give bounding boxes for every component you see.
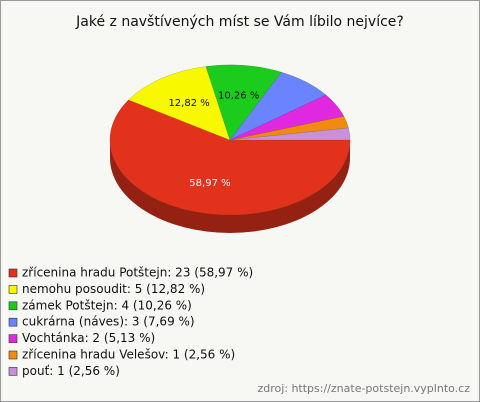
- legend-swatch: [8, 367, 18, 376]
- slice-label: 10,26 %: [218, 90, 259, 101]
- legend-label: zámek Potštejn: 4 (10,26 %): [22, 298, 192, 312]
- legend-swatch: [8, 350, 18, 360]
- slice: [229, 127, 351, 141]
- slice-side: [110, 140, 350, 233]
- legend-swatch: [8, 285, 18, 294]
- legend-label: cukrárna (náves): 3 (7,69 %): [22, 315, 195, 329]
- legend-swatch: [8, 317, 18, 327]
- legend-label: nemohu posoudit: 5 (12,82 %): [22, 282, 205, 296]
- slice: [205, 64, 282, 141]
- legend-swatch: [8, 334, 18, 343]
- legend-label: zřícenina hradu Potštejn: 23 (58,97 %): [22, 266, 253, 280]
- slice-label: 12,82 %: [168, 98, 209, 109]
- slice: [109, 99, 351, 216]
- slice-label: 58,97 %: [189, 178, 230, 189]
- legend-label: zřícenina hradu Velešov: 1 (2,56 %): [22, 348, 235, 362]
- slice: [128, 66, 231, 141]
- chart-title: Jaké z navštívených míst se Vám líbilo n…: [75, 14, 404, 30]
- source: zdroj: https://znate-potstejn.vyplnto.cz: [257, 382, 470, 395]
- legend-swatch: [8, 268, 18, 278]
- legend-label: Vochtánka: 2 (5,13 %): [22, 331, 155, 345]
- legend-label: pouť: 1 (2,56 %): [22, 364, 120, 378]
- legend-swatch: [8, 301, 18, 311]
